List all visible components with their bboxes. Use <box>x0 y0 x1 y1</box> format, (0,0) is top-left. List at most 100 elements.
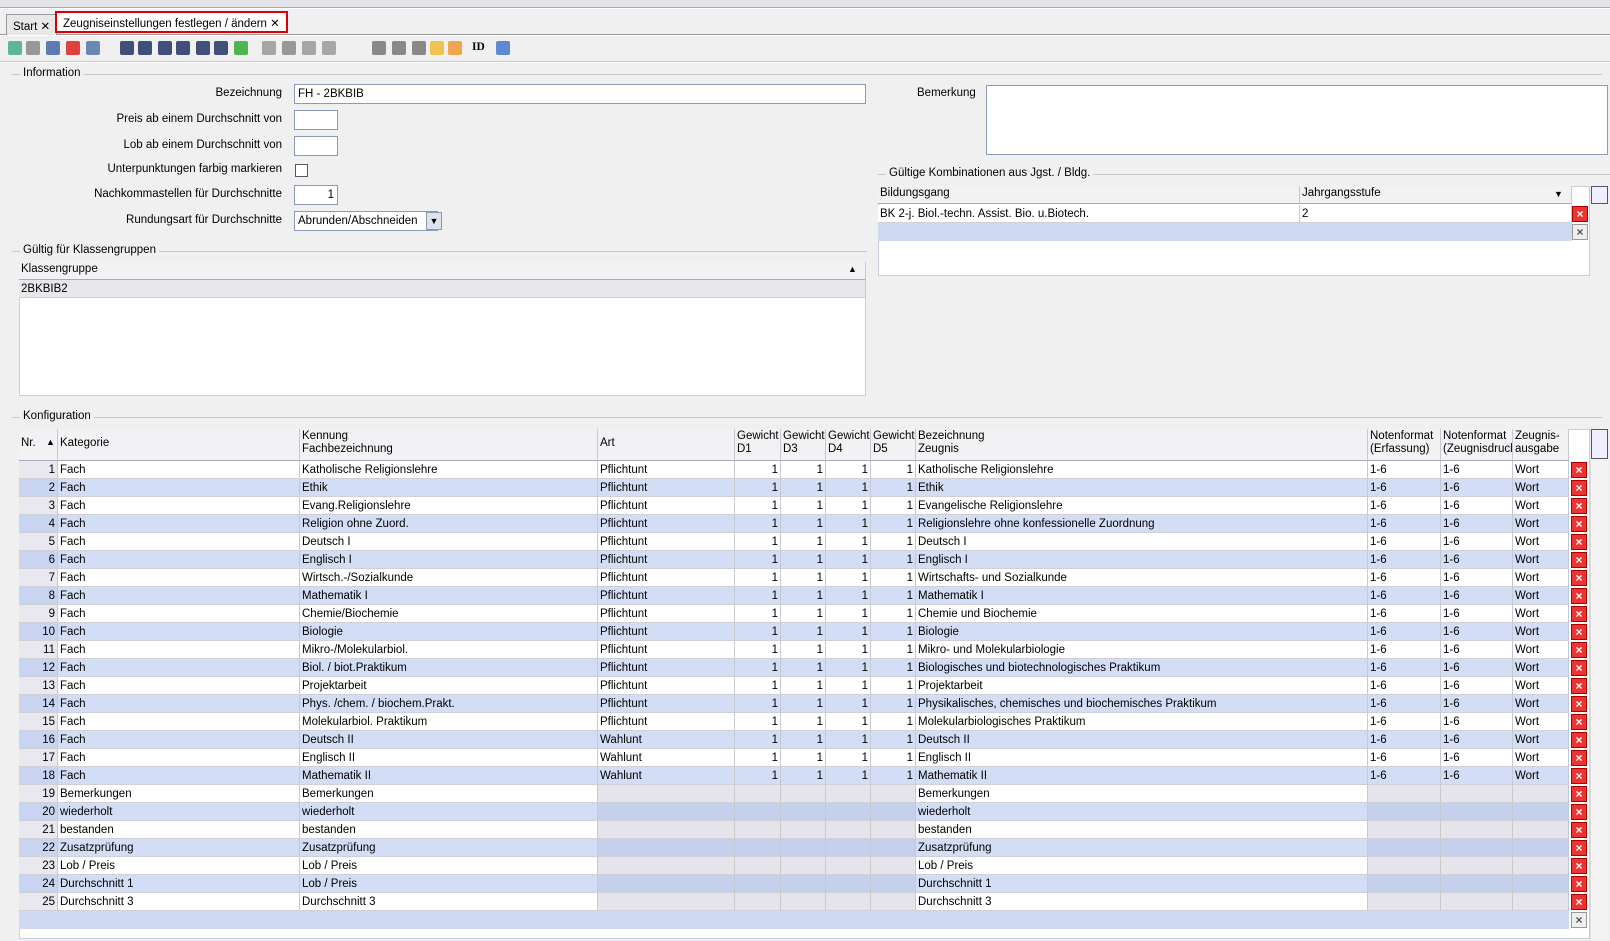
cell: Fach <box>58 767 300 785</box>
delete-button[interactable]: × <box>1571 696 1587 712</box>
new-row <box>19 911 1569 929</box>
column-header: Bildungsgang <box>878 186 1300 204</box>
header-line: (Zeugnisdruck) <box>1443 443 1513 455</box>
cell: 1-6 <box>1441 749 1513 767</box>
dropdown-button[interactable]: ▼ <box>426 212 442 230</box>
cell: 7 <box>19 569 58 587</box>
delete-button[interactable]: × <box>1571 840 1587 856</box>
cell: Mikro- und Molekularbiologie <box>916 641 1368 659</box>
cell <box>826 893 871 911</box>
delete-button[interactable]: × <box>1571 786 1587 802</box>
delete-button[interactable]: × <box>1571 534 1587 550</box>
delete-button[interactable]: × <box>1571 624 1587 640</box>
toolbar-icon[interactable] <box>26 41 40 55</box>
delete-button[interactable]: × <box>1571 768 1587 784</box>
delete-button[interactable]: × <box>1571 516 1587 532</box>
options-button[interactable] <box>1591 429 1608 459</box>
cell: 1 <box>871 515 916 533</box>
cell: 4 <box>19 515 58 533</box>
delete-button[interactable]: × <box>1571 678 1587 694</box>
delete-button[interactable]: × <box>1572 224 1588 240</box>
cell: 1-6 <box>1441 551 1513 569</box>
delete-button[interactable]: × <box>1571 480 1587 496</box>
toolbar-icon[interactable] <box>322 41 336 55</box>
cell <box>598 857 735 875</box>
cell: Pflichtunt <box>598 569 735 587</box>
toolbar-icon[interactable] <box>430 41 444 55</box>
toolbar-icon[interactable] <box>46 41 60 55</box>
delete-button[interactable]: × <box>1571 606 1587 622</box>
cell <box>598 821 735 839</box>
delete-button[interactable]: × <box>1571 822 1587 838</box>
toolbar-icon[interactable] <box>8 41 22 55</box>
toolbar-icon[interactable] <box>66 41 80 55</box>
delete-button[interactable]: × <box>1571 750 1587 766</box>
column-header: Gewicht D5 <box>871 429 916 461</box>
cell: Katholische Religionslehre <box>916 461 1368 479</box>
cell: Wahlunt <box>598 731 735 749</box>
tab-active[interactable]: Zeugniseinstellungen festlegen / ändern … <box>55 11 288 33</box>
delete-button[interactable]: × <box>1571 660 1587 676</box>
cell: Pflichtunt <box>598 623 735 641</box>
field-input[interactable]: 1 <box>294 185 338 205</box>
toolbar-icon[interactable] <box>282 41 296 55</box>
cell <box>781 893 826 911</box>
textarea[interactable] <box>986 85 1608 155</box>
cell <box>598 893 735 911</box>
field-input[interactable]: Abrunden/Abschneiden <box>294 211 438 231</box>
checkbox[interactable] <box>295 164 308 177</box>
section-rule <box>12 74 1602 75</box>
toolbar-icon[interactable] <box>86 41 100 55</box>
header-line: Art <box>600 437 615 449</box>
toolbar-icon[interactable] <box>120 41 134 55</box>
cell: Wort <box>1513 677 1569 695</box>
field-input[interactable]: FH - 2BKBIB <box>294 84 866 104</box>
tab[interactable]: Start ✕ <box>6 14 58 35</box>
toolbar-icon[interactable] <box>158 41 172 55</box>
delete-button[interactable]: × <box>1571 552 1587 568</box>
field-input[interactable] <box>294 136 338 156</box>
cell: Lob / Preis <box>58 857 300 875</box>
toolbar-icon[interactable] <box>176 41 190 55</box>
cell: 1 <box>735 533 781 551</box>
delete-button[interactable]: × <box>1571 462 1587 478</box>
cell <box>735 821 781 839</box>
delete-button[interactable]: × <box>1571 588 1587 604</box>
delete-button[interactable]: × <box>1571 894 1587 910</box>
toolbar-icon[interactable] <box>496 41 510 55</box>
options-button[interactable] <box>1591 186 1608 204</box>
column-header: Nr. <box>19 429 58 461</box>
toolbar-icon[interactable] <box>448 41 462 55</box>
column-header: Bezeichnung Zeugnis <box>916 429 1368 461</box>
toolbar-icon[interactable] <box>392 41 406 55</box>
cell: Pflichtunt <box>598 479 735 497</box>
toolbar-icon[interactable] <box>196 41 210 55</box>
toolbar-icon[interactable] <box>234 41 248 55</box>
field-input[interactable] <box>294 110 338 130</box>
cell: Wort <box>1513 569 1569 587</box>
delete-button[interactable]: × <box>1572 206 1588 222</box>
delete-button[interactable]: × <box>1571 732 1587 748</box>
cell: Biologie <box>916 623 1368 641</box>
toolbar-icon[interactable] <box>302 41 316 55</box>
cell: Mathematik II <box>916 767 1368 785</box>
delete-button[interactable]: × <box>1571 804 1587 820</box>
cell: 1 <box>781 731 826 749</box>
toolbar-icon[interactable] <box>412 41 426 55</box>
delete-button[interactable]: × <box>1571 642 1587 658</box>
toolbar-icon[interactable] <box>214 41 228 55</box>
delete-button[interactable]: × <box>1571 498 1587 514</box>
delete-button[interactable]: × <box>1571 714 1587 730</box>
cell: 16 <box>19 731 58 749</box>
toolbar-icon[interactable] <box>138 41 152 55</box>
toolbar-icon[interactable] <box>372 41 386 55</box>
cell <box>1368 785 1441 803</box>
id-button[interactable]: ID <box>472 41 485 53</box>
delete-button[interactable]: × <box>1571 858 1587 874</box>
delete-button[interactable]: × <box>1571 570 1587 586</box>
delete-button[interactable]: × <box>1571 912 1587 928</box>
toolbar-icon[interactable] <box>262 41 276 55</box>
cell: 1 <box>826 569 871 587</box>
delete-button[interactable]: × <box>1571 876 1587 892</box>
header-line: Kennung <box>302 430 349 442</box>
